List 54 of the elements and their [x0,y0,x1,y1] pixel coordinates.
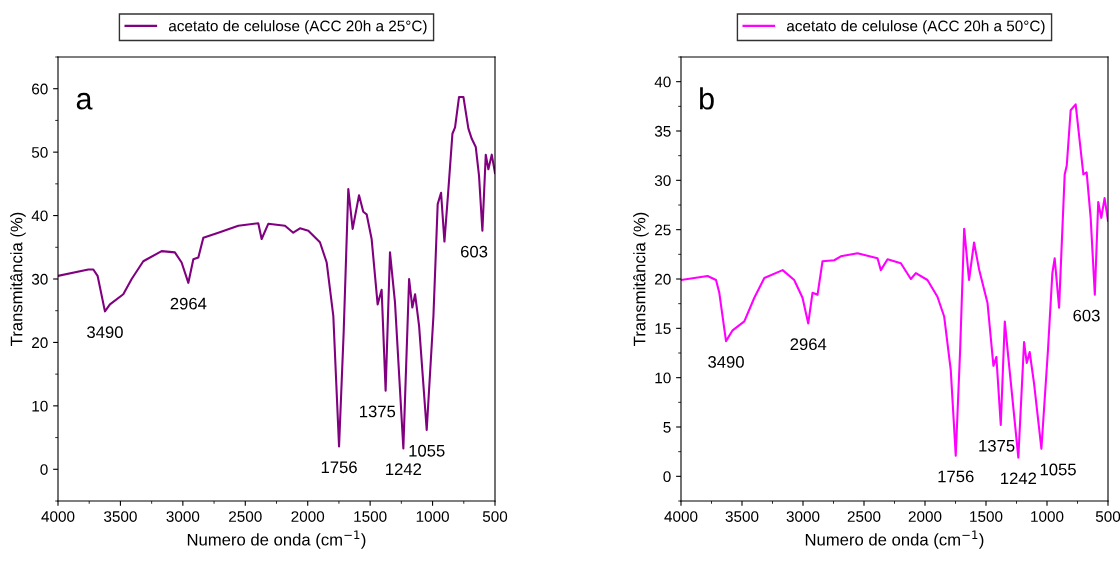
annotation: 1055 [409,444,445,457]
annotation: 603 [461,245,488,258]
y-tick-label: 30 [31,273,48,285]
annotation: 603 [1073,309,1100,322]
x-tick-label: 3000 [786,511,820,522]
annotation: 3490 [87,326,123,339]
y-tick-label: 30 [654,175,671,187]
x-tick-label: 3500 [104,511,137,522]
annotation: 1756 [938,470,974,483]
annotation: b [700,87,714,110]
x-tick-label: 2500 [229,511,262,522]
y-tick-label: 60 [32,83,48,95]
annotation: 2964 [790,338,827,351]
annotation: 1242 [1001,472,1037,485]
annotation: 1756 [321,461,357,474]
annotation: 1375 [360,405,396,418]
x-tick-label: 1000 [1031,511,1064,522]
y-tick-label: 20 [32,337,48,349]
x-tick-label: 4000 [664,511,698,522]
annotation: 3490 [708,356,744,368]
x-axis-title: Numero de onda (cm$^{−1}$) [805,530,984,549]
y-tick-label: 10 [655,372,671,384]
x-tick-label: 1500 [970,511,1003,522]
x-tick-label: 1500 [354,511,387,522]
x-tick-label: 2000 [908,511,942,522]
annotation: 2964 [170,297,207,310]
y-tick-label: 5 [663,422,671,433]
y-tick-label: 50 [31,147,48,158]
x-tick-label: 4000 [41,511,75,522]
x-tick-label: 3500 [725,511,759,522]
y-tick-label: 0 [663,471,671,483]
annotation: a [76,92,93,110]
y-axis-title: Transmitância (%) [10,212,26,346]
y-tick-label: 10 [32,400,48,412]
x-tick-label: 500 [482,511,508,522]
y-tick-label: 15 [655,323,671,335]
x-tick-label: 1000 [416,511,449,522]
y-tick-label: 35 [654,125,671,137]
annotation: 1055 [1040,463,1076,476]
x-tick-label: 500 [1095,511,1120,522]
legend-label: acetato de celulose (ACC 20h a 25°C) [168,20,427,35]
y-axis-title: Transmitância (%) [633,212,649,346]
y-tick-label: 20 [655,273,671,285]
y-tick-label: 40 [31,210,48,222]
y-tick-label: 40 [654,76,671,88]
x-tick-label: 2500 [847,511,881,522]
legend-label: acetato de celulose (ACC 20h a 50°C) [786,20,1045,35]
annotation: 1242 [386,463,422,475]
x-tick-label: 3000 [166,511,200,522]
x-tick-label: 2000 [291,511,325,522]
x-axis-title: Numero de onda (cm$^{−1}$) [187,530,366,549]
y-tick-label: 0 [40,464,48,475]
y-tick-label: 25 [655,224,671,236]
annotation: 1375 [979,439,1015,452]
